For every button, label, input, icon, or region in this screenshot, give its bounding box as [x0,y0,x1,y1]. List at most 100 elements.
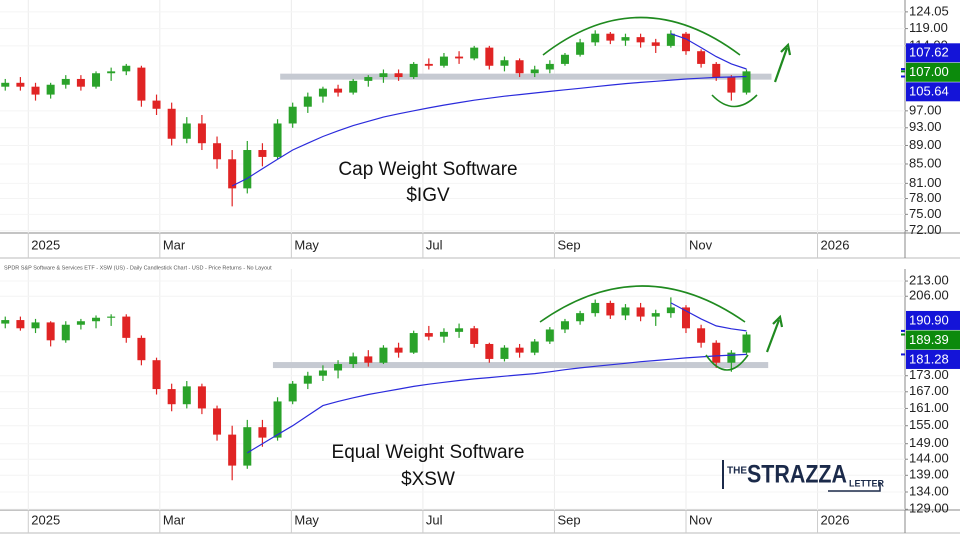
candle-body [318,88,327,97]
y-tick-label: 149.00 [909,435,949,450]
candle-body [137,67,146,101]
candle-body [470,328,479,344]
candle-body [107,71,116,74]
candle-body [288,383,297,402]
candle-body [46,84,55,95]
candle-body [636,307,645,317]
y-tick-label: 129.00 [909,501,949,516]
candle-body [76,78,85,87]
x-tick-label: Mar [163,512,186,527]
candle-body [424,333,433,337]
candle-body [364,356,373,363]
x-tick-label: Mar [163,237,186,252]
candle-body [409,333,418,353]
arrow-head [780,42,792,56]
price-label-box [906,43,960,63]
y-tick-label: 89.00 [909,137,942,152]
candle-body [46,322,55,341]
candle-body [167,108,176,139]
y-tick-label: 81.00 [909,175,942,190]
x-tick-label: Nov [689,237,713,252]
annotation: $XSW [401,469,455,490]
candle-body [727,352,736,363]
candle-body [697,51,706,64]
y-tick-label: 213.00 [909,272,949,287]
candle-body [303,96,312,107]
overlay-line [231,75,747,187]
candle-body [167,389,176,405]
x-tick-label: Sep [557,512,580,527]
candle-body [439,56,448,66]
x-tick-label: Nov [689,512,713,527]
candle-body [439,331,448,337]
candle-body [273,123,282,157]
candle-body [16,320,25,329]
arrow [773,47,789,83]
candle-body [530,341,539,353]
y-tick-label: 72.00 [909,222,942,237]
candle-body [606,33,615,41]
candle-body [455,328,464,332]
y-tick-label: 97.00 [909,102,942,117]
candle-body [560,54,569,64]
candle-body [455,56,464,59]
candle-body [364,77,373,81]
arc [542,16,741,56]
candle-body [243,150,252,189]
drawings [539,16,792,371]
candle-body [576,42,585,55]
candle-body [122,316,131,338]
x-tick-label: Jul [426,237,443,252]
candle-body [485,343,494,359]
y-tick-label: 144.00 [909,451,949,466]
candle-body [76,321,85,325]
candle-body [591,302,600,314]
price-label-box [906,349,960,369]
candle-body [379,73,388,78]
price-label: 107.00 [909,64,949,79]
candle-body [727,77,736,93]
candle-body [500,60,509,66]
candle-body [591,33,600,43]
x-tick-label: Sep [557,237,580,252]
y-tick-label: 124.05 [909,3,949,18]
candle-body [500,347,509,359]
candle-body [651,313,660,317]
y-tick-label: 78.00 [909,190,942,205]
y-tick-label: 155.00 [909,417,949,432]
candle-body [1,320,10,324]
candle-body [485,47,494,66]
price-label: 189.39 [909,332,949,347]
logo-suffix: LETTER [849,478,884,488]
candle-body [318,370,327,376]
candle-body [349,80,358,93]
candle-body [560,321,569,330]
candle-body [137,337,146,361]
candle-body [636,37,645,43]
y-tick-label: 161.00 [909,400,949,415]
candle-body [228,159,237,189]
candle-body [107,316,116,318]
candle-body [334,364,343,371]
candle-body [621,307,630,316]
arc [711,94,758,108]
arc [539,285,746,323]
candle-body [16,82,25,87]
price-label-box [906,82,960,102]
candle-body [288,106,297,124]
candle-body [394,347,403,353]
y-tick-label: 75.00 [909,206,942,221]
y-tick-label: 206.00 [909,288,949,303]
candle-body [31,86,40,95]
candle-body [424,63,433,66]
candle-body [576,313,585,322]
candle-body [61,78,70,85]
candle-body [621,37,630,41]
support-line [272,362,769,369]
candle-body [182,123,191,139]
candle-body [515,60,524,74]
price-label-box [906,330,960,350]
candle-body [213,408,222,435]
